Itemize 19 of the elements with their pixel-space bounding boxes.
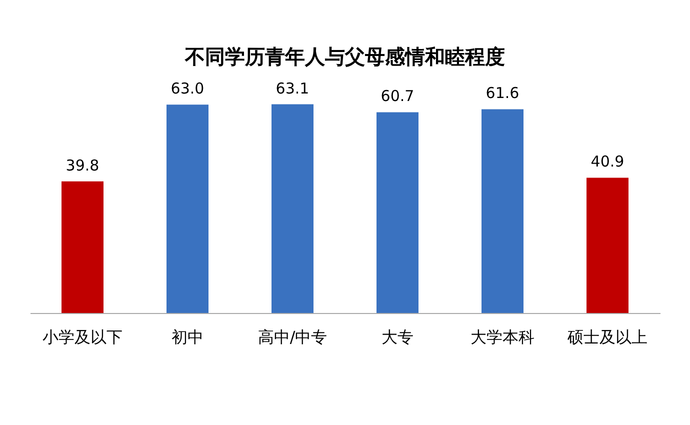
x-tick-label: 小学及以下 bbox=[42, 328, 122, 346]
data-label: 60.7 bbox=[380, 87, 414, 106]
bar bbox=[62, 181, 104, 313]
chart-title: 不同学历青年人与父母感情和睦程度 bbox=[184, 44, 505, 68]
bar bbox=[482, 109, 524, 313]
data-label: 39.8 bbox=[66, 156, 100, 174]
data-label: 61.6 bbox=[486, 84, 520, 102]
bar bbox=[272, 104, 314, 313]
bar bbox=[166, 104, 208, 313]
bar bbox=[376, 112, 418, 313]
bar bbox=[586, 178, 628, 313]
x-tick-label: 高中/中专 bbox=[258, 328, 328, 346]
x-tick-label: 大专 bbox=[382, 328, 414, 346]
data-label: 63.0 bbox=[170, 80, 204, 98]
x-tick-label: 大学本科 bbox=[470, 328, 534, 346]
x-tick-label: 初中 bbox=[172, 328, 204, 346]
x-tick-label: 硕士及以上 bbox=[566, 328, 648, 346]
data-label: 40.9 bbox=[590, 152, 624, 171]
data-label: 63.1 bbox=[276, 79, 310, 98]
